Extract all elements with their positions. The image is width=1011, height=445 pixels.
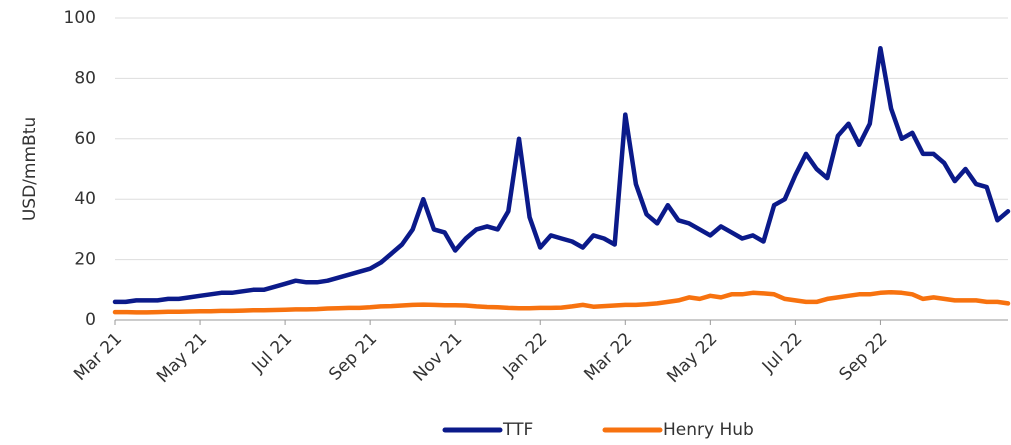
legend-label: TTF: [502, 420, 533, 440]
y-tick-label: 0: [85, 310, 96, 330]
x-tick-label: Jan 22: [499, 329, 552, 382]
y-tick-label: 80: [74, 68, 96, 88]
y-tick-label: 60: [74, 129, 96, 149]
y-tick-label: 20: [74, 250, 96, 270]
series-line: [112, 45, 1011, 305]
x-tick-label: Sep 22: [836, 329, 892, 385]
x-tick-label: May 22: [663, 329, 721, 387]
x-tick-label: May 21: [153, 329, 211, 387]
y-tick-label: 40: [74, 189, 96, 209]
x-tick-label: Jul 22: [758, 329, 806, 377]
x-tick-label: Mar 22: [580, 329, 636, 385]
series-line: [112, 289, 1011, 315]
y-axis-label: USD/mmBtu: [20, 117, 40, 221]
x-tick-label: Sep 21: [325, 329, 381, 385]
legend-label: Henry Hub: [663, 420, 754, 440]
x-tick-label: Nov 21: [410, 329, 467, 386]
x-tick-label: Mar 21: [70, 329, 126, 385]
y-tick-label: 100: [64, 8, 96, 28]
x-tick-label: Jul 21: [248, 329, 296, 377]
